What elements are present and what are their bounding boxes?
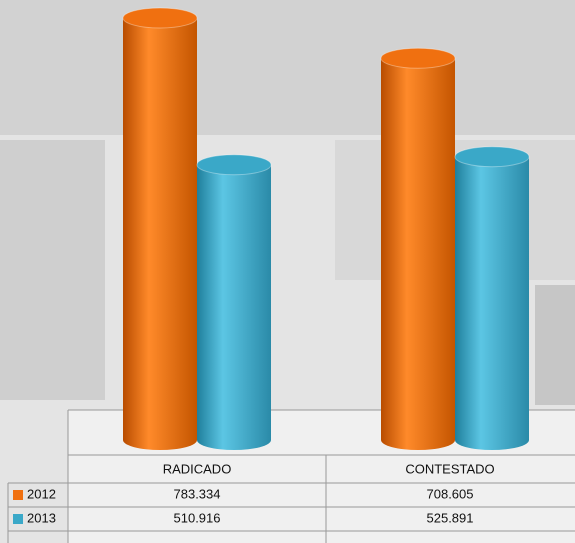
table-cell: 783.334 (174, 486, 221, 501)
cylinder-top (380, 47, 456, 69)
legend-key (13, 514, 23, 524)
cylinder-top (196, 154, 272, 176)
table-cell: 510.916 (174, 510, 221, 525)
cylinder-top (122, 7, 198, 29)
column-header: CONTESTADO (405, 461, 494, 476)
cylinder (123, 18, 197, 450)
cylinder (381, 58, 455, 450)
cylinder (455, 156, 529, 451)
legend-label: 2013 (27, 510, 56, 525)
cylinder (197, 164, 271, 451)
legend-label: 2012 (27, 486, 56, 501)
column-header: RADICADO (163, 461, 232, 476)
table-cell: 708.605 (427, 486, 474, 501)
cylinder-top (454, 146, 530, 168)
legend-key (13, 490, 23, 500)
table-cell: 525.891 (427, 510, 474, 525)
